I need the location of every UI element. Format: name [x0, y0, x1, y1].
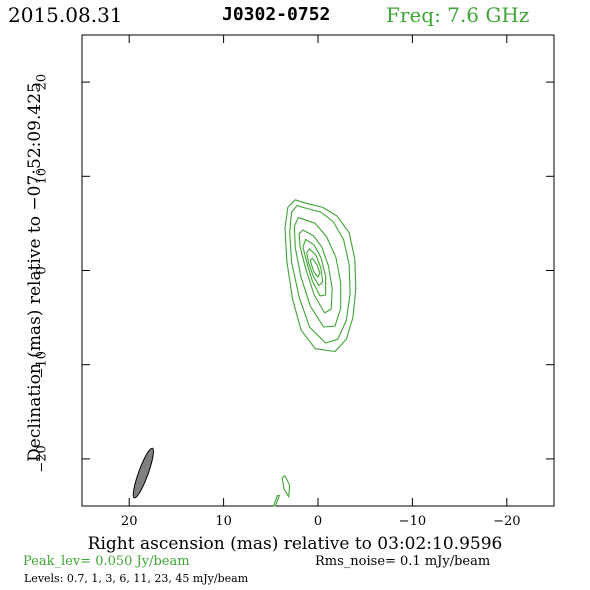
- x-tick-label: −20: [493, 514, 520, 529]
- contour-line: [284, 199, 357, 353]
- observation-date: 2015.08.31: [8, 3, 123, 27]
- noise-contour: [281, 475, 291, 499]
- x-tick-label: 0: [314, 514, 322, 529]
- x-tick-label: 10: [215, 514, 232, 529]
- contour-line: [289, 204, 351, 344]
- peak-level: Peak_lev= 0.050 Jy/beam: [23, 554, 190, 569]
- y-tick-label: 10: [35, 168, 50, 185]
- rms-noise: Rms_noise= 0.1 mJy/beam: [315, 554, 491, 569]
- axis-ticks: 20 10 0 −10 −20 20 10 0 −10 −20: [35, 35, 554, 529]
- source-name: J0302-0752: [222, 4, 331, 25]
- contour-line: [309, 257, 321, 278]
- x-tick-label: 20: [121, 514, 138, 529]
- contour-line: [306, 248, 324, 287]
- y-axis-label: Declination (mas) relative to −07:52:09.…: [25, 82, 45, 462]
- x-axis-label: Right ascension (mas) relative to 03:02:…: [87, 534, 503, 554]
- frequency-label: Freq: 7.6 GHz: [386, 3, 530, 27]
- y-tick-label: −10: [35, 351, 50, 378]
- plot-frame: [81, 34, 555, 507]
- y-tick-label: 0: [35, 266, 50, 274]
- y-tick-label: −20: [35, 445, 50, 472]
- y-tick-label: 20: [35, 74, 50, 91]
- contour-line: [302, 238, 327, 297]
- contour-line: [298, 229, 333, 314]
- contour-levels: Levels: 0.7, 1, 3, 6, 11, 23, 45 mJy/bea…: [24, 572, 249, 585]
- x-tick-label: −10: [399, 514, 426, 529]
- beam-ellipse-group: [132, 447, 154, 499]
- contour-group: [272, 199, 357, 507]
- contour-line: [293, 217, 342, 328]
- beam-ellipse: [132, 447, 154, 499]
- noise-contour: [272, 495, 281, 507]
